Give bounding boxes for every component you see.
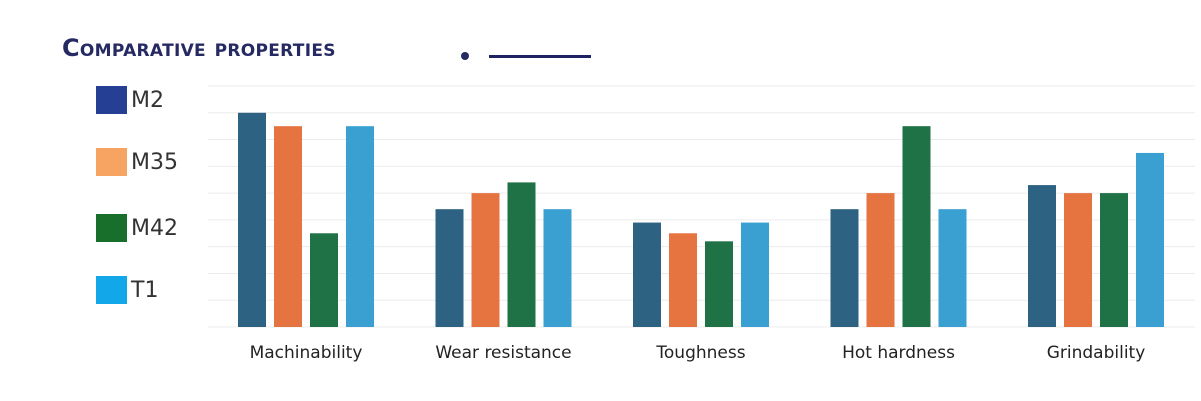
- chart-title: Comparative properties: [62, 34, 336, 62]
- bar-m2-toughness: [633, 222, 661, 327]
- bar-t1-wear-resistance: [543, 209, 572, 327]
- bar-m42-hot-hardness: [902, 126, 931, 328]
- bar-t1-toughness: [741, 222, 769, 327]
- legend-label-m42: M42: [131, 215, 178, 241]
- bar-t1-machinability: [346, 126, 374, 328]
- bar-m42-grindability: [1100, 193, 1128, 327]
- bar-t1-grindability: [1136, 152, 1164, 327]
- title-dot: [461, 52, 469, 60]
- category-labels: Machinability Wear resistance Toughness Hot…: [250, 343, 1146, 363]
- bar-m2-hot-hardness: [830, 209, 859, 327]
- bar-t1-hot-hardness: [938, 209, 967, 327]
- legend-item-m42: M42: [96, 213, 178, 243]
- bar-m35-wear-resistance: [471, 193, 500, 327]
- bar-m35-machinability: [274, 126, 302, 328]
- legend-swatch-m35: [96, 148, 127, 176]
- category-label-toughness: Toughness: [655, 343, 745, 363]
- title-underline: [489, 55, 591, 58]
- bar-m35-toughness: [669, 233, 697, 327]
- legend-label-m35: M35: [131, 149, 178, 175]
- bars: [238, 112, 1164, 328]
- legend-item-t1: T1: [96, 275, 158, 305]
- bar-m42-wear-resistance: [507, 182, 536, 327]
- bar-m42-toughness: [705, 241, 733, 327]
- legend-label-t1: T1: [131, 277, 159, 303]
- bar-m2-wear-resistance: [435, 209, 464, 327]
- bar-m35-hot-hardness: [866, 193, 895, 327]
- legend-swatch-m2: [96, 86, 127, 114]
- legend-item-m35: M35: [96, 147, 178, 177]
- legend-swatch-m42: [96, 214, 127, 242]
- legend-swatch-t1: [96, 276, 127, 304]
- legend-item-m2: M2: [96, 85, 164, 115]
- category-label-grindability: Grindability: [1047, 343, 1146, 363]
- bar-m42-machinability: [310, 233, 338, 327]
- category-label-hot-hardness: Hot hardness: [842, 343, 955, 363]
- legend: M2 M35 M42 T1: [96, 85, 206, 320]
- bar-m35-grindability: [1064, 193, 1092, 327]
- category-label-machinability: Machinability: [250, 343, 363, 363]
- legend-label-m2: M2: [131, 87, 164, 113]
- bar-m2-grindability: [1028, 185, 1056, 327]
- bar-m2-machinability: [238, 112, 266, 328]
- category-label-wear-resistance: Wear resistance: [435, 343, 571, 363]
